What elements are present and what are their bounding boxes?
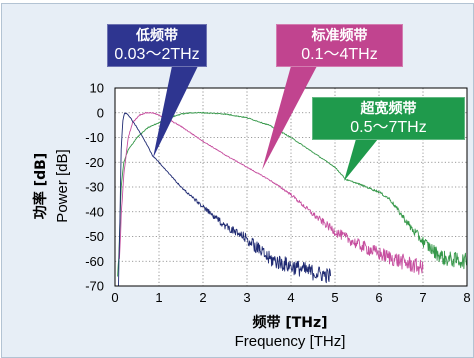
y-tick-label: -30 [85,180,104,195]
x-tick-label: 3 [243,290,250,305]
callout-ultra-wide-band-range: 0.5～7THz [350,119,427,136]
x-axis-label-en: Frequency [THz] [235,333,346,350]
x-tick-label: 4 [287,290,294,305]
x-tick-label: 7 [419,290,426,305]
y-tick-label: -10 [85,130,104,145]
callout-ultra-wide-band-name: 超宽频带 [360,101,417,117]
y-tick-label: -40 [85,204,104,219]
y-tick-label: 0 [97,105,104,120]
x-tick-label: 8 [463,290,470,305]
callout-low-band-name: 低频带 [136,28,178,44]
callout-ultra-wide-band: 超宽频带 0.5～7THz [312,97,465,140]
callout-pointer-standard-band [262,66,317,170]
series-line-low-band [118,112,332,286]
y-axis-label-en: Power [dB] [54,149,71,222]
y-tick-label: -20 [85,155,104,170]
callout-low-band: 低频带 0.03～2THz [107,24,207,67]
callout-standard-band: 标准频带 0.1～4THz [276,24,403,67]
y-tick-label: -70 [85,279,104,294]
callout-low-band-range: 0.03～2THz [114,46,200,63]
y-tick-label: -50 [85,229,104,244]
y-axis-label-cn: 功率 [dB] [32,153,49,219]
x-tick-label: 5 [331,290,338,305]
y-tick-label: -60 [85,254,104,269]
x-tick-label: 1 [155,290,162,305]
x-tick-label: 0 [111,290,118,305]
y-tick-label: 10 [90,81,104,96]
callout-standard-band-range: 0.1～4THz [301,46,378,63]
series-line-ultra-wide-band [117,111,467,277]
y-tick-labels: 10 0 -10 -20 -30 -40 -50 -60 -70 [85,81,104,294]
callout-pointer-low-band [153,66,198,158]
x-tick-labels: 0 1 2 3 4 5 6 7 8 [111,290,470,305]
x-tick-label: 6 [375,290,382,305]
x-axis-label-cn: 频带 [THz] [252,314,327,331]
callout-pointer-ultra-wide-band [344,139,378,181]
callout-standard-band-name: 标准频带 [311,28,368,44]
x-tick-label: 2 [199,290,206,305]
